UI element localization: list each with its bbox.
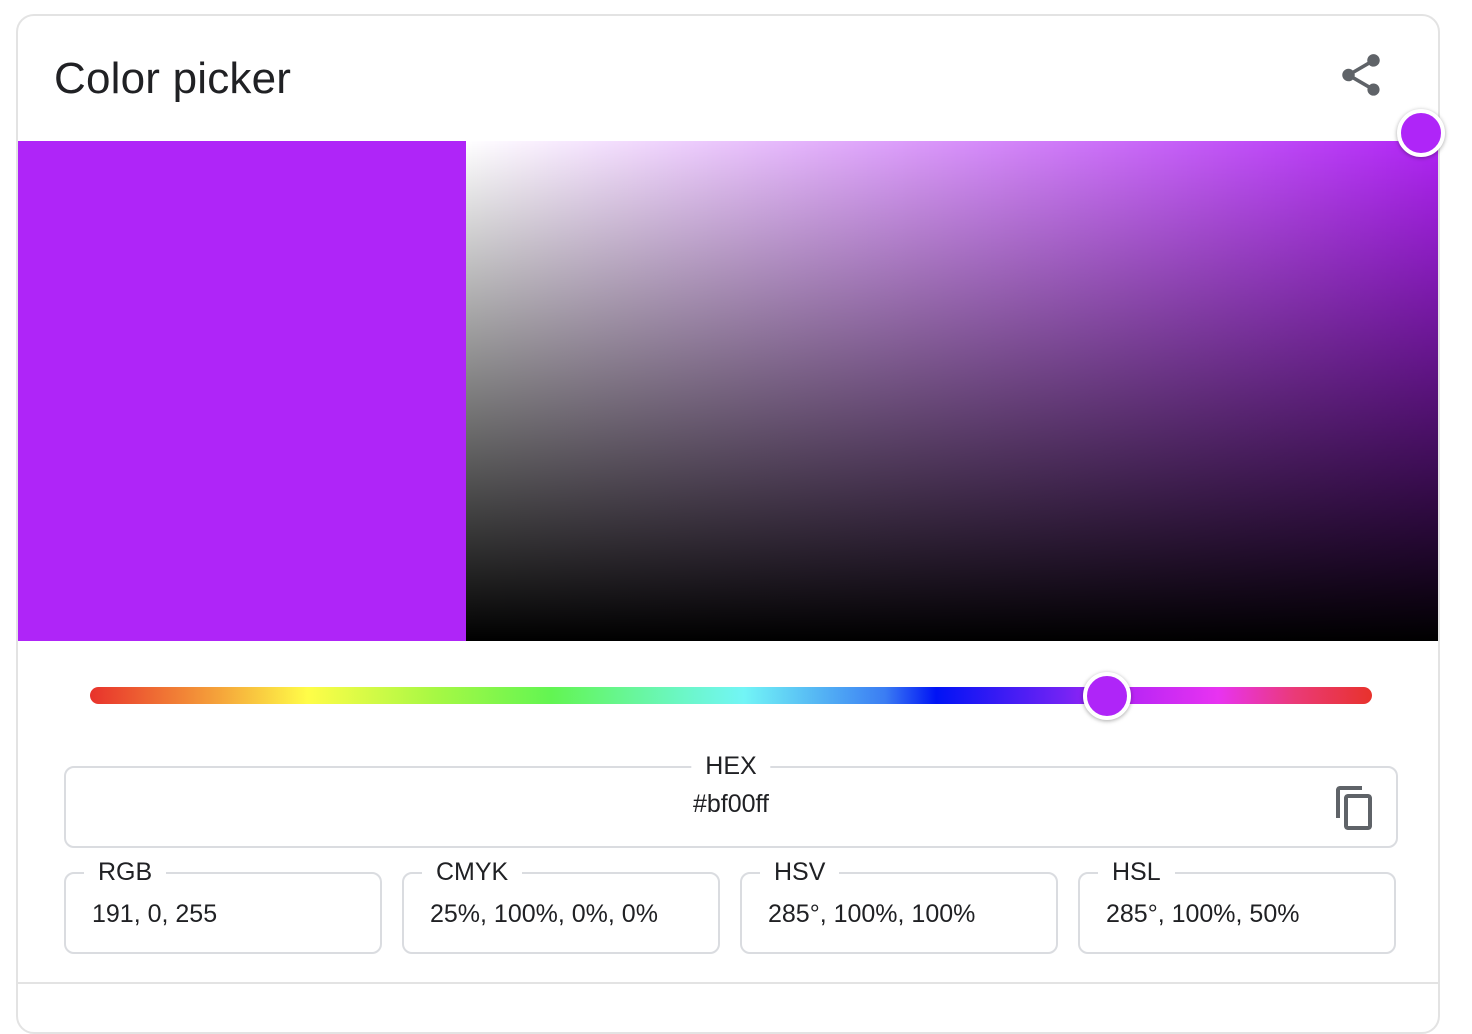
value-gradient — [466, 141, 1438, 641]
cmyk-field[interactable]: CMYK — [402, 858, 752, 954]
copy-button[interactable] — [1332, 784, 1376, 832]
hex-field[interactable]: HEX — [64, 752, 1398, 848]
hsl-field[interactable]: HSL — [1078, 858, 1428, 954]
hex-input[interactable] — [66, 790, 1396, 819]
rgb-input[interactable] — [92, 900, 414, 929]
hsv-label: HSV — [760, 858, 840, 886]
rgb-field[interactable]: RGB — [64, 858, 414, 954]
hue-slider[interactable] — [90, 687, 1372, 704]
color-picker-card: Color picker HEX RGB CMYK HSV HSL — [16, 14, 1440, 1034]
hsv-field[interactable]: HSV — [740, 858, 1090, 954]
cmyk-input[interactable] — [430, 900, 752, 929]
bottom-divider — [18, 982, 1438, 984]
share-button[interactable] — [1336, 50, 1386, 100]
cmyk-label: CMYK — [422, 858, 523, 886]
copy-icon — [1336, 786, 1372, 830]
saturation-value-handle[interactable] — [1397, 109, 1445, 157]
saturation-value-area[interactable] — [466, 141, 1438, 641]
hsl-input[interactable] — [1106, 900, 1428, 929]
rgb-label: RGB — [84, 858, 167, 886]
hex-label: HEX — [691, 752, 771, 780]
page-title: Color picker — [54, 54, 292, 103]
color-preview-swatch — [18, 141, 466, 641]
share-icon — [1342, 54, 1380, 96]
hsl-label: HSL — [1098, 858, 1175, 886]
hue-slider-handle[interactable] — [1083, 672, 1131, 720]
hsv-input[interactable] — [768, 900, 1090, 929]
